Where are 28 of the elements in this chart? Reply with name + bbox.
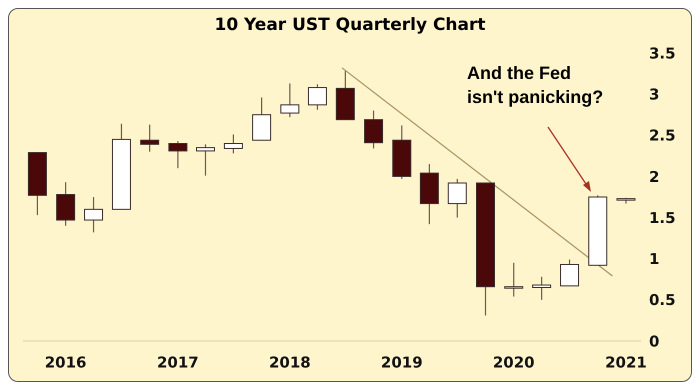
y-tick-label: 2.5 bbox=[649, 126, 676, 145]
candlestick bbox=[140, 124, 160, 152]
x-tick-label: 2018 bbox=[268, 354, 311, 372]
y-tick-label: 1.5 bbox=[649, 208, 676, 227]
candlestick bbox=[364, 110, 384, 150]
y-tick-label: 1 bbox=[649, 250, 660, 268]
x-tick-label: 2017 bbox=[157, 354, 199, 372]
candlestick bbox=[448, 178, 467, 218]
y-tick-label: 2 bbox=[649, 168, 660, 186]
candlestick bbox=[560, 258, 580, 286]
candlestick bbox=[196, 144, 215, 176]
y-tick-label: 0 bbox=[649, 332, 660, 350]
candlestick bbox=[532, 276, 552, 300]
x-tick-label: 2019 bbox=[380, 354, 423, 372]
y-tick-label: 3 bbox=[649, 85, 660, 104]
candlestick bbox=[280, 82, 300, 118]
y-tick-label: 0.5 bbox=[649, 291, 676, 310]
chart-title: 10 Year UST Quarterly Chart bbox=[213, 14, 487, 37]
x-tick-label: 2020 bbox=[492, 354, 535, 372]
annotation: And the Fed isn't panicking? bbox=[467, 62, 604, 109]
x-tick-label: 2021 bbox=[605, 354, 647, 372]
candlestick bbox=[504, 262, 524, 298]
candlestick bbox=[224, 134, 243, 154]
candlestick bbox=[308, 84, 327, 110]
x-tick-label: 2016 bbox=[44, 354, 87, 372]
y-tick-label: 3.5 bbox=[649, 44, 676, 62]
candlestick bbox=[84, 196, 104, 233]
candlestick bbox=[168, 140, 188, 169]
